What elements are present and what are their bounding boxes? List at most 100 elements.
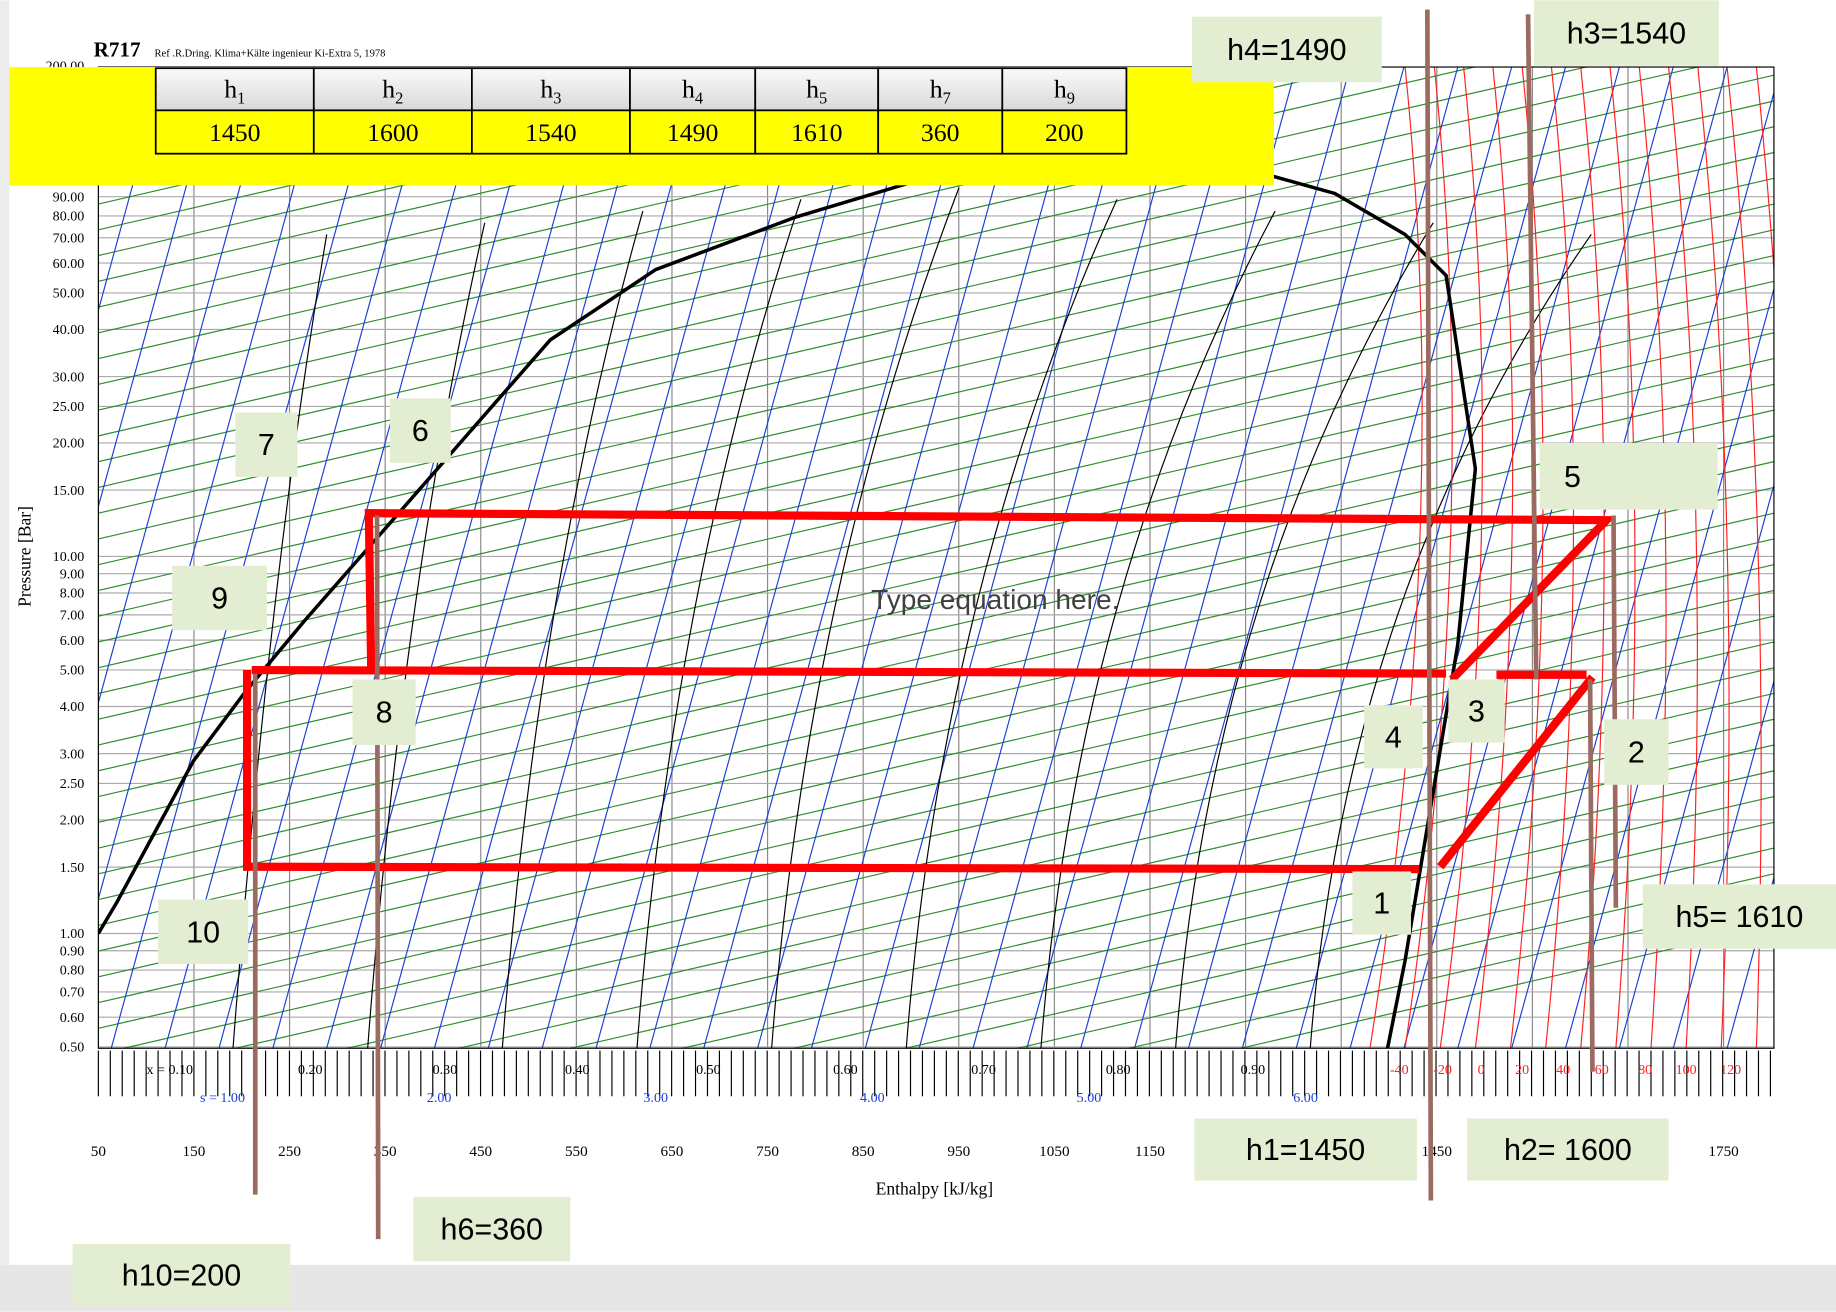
value-cell: [629, 109, 757, 155]
y-tick-label: 50.00: [53, 286, 85, 302]
annotation-text: h3=1540: [1567, 17, 1686, 51]
isotherm-line: [1509, 67, 1544, 1049]
header-symbol: h: [1054, 74, 1067, 103]
temperature-label: 120: [1720, 1062, 1741, 1078]
header-subscript: 3: [553, 88, 561, 107]
temperature-label: -20: [1433, 1062, 1452, 1078]
specific-volume-line: [98, 67, 1477, 385]
y-tick-label: 30.00: [53, 369, 85, 385]
y-tick-label: 0.70: [60, 985, 85, 1001]
header-text: h4: [682, 74, 703, 107]
entropy-line: [272, 67, 543, 1049]
isotherm-line: [1439, 67, 1483, 1049]
annotation-box: [1352, 871, 1411, 935]
specific-volume-line: [98, 67, 919, 257]
quality-line: [636, 199, 802, 1049]
reference: Ref .R.Dring. Klima+Kälte ingenieur Ki-E…: [155, 48, 386, 59]
annotation-text: 4: [1385, 720, 1402, 754]
enthalpy-markers: [252, 9, 1619, 1240]
annotation-text: h4=1490: [1227, 33, 1346, 67]
specific-volume-line: [98, 67, 1701, 437]
annotation-text: h1=1450: [1246, 1133, 1365, 1167]
temperature-label: -40: [1390, 1062, 1409, 1078]
y-tick-label: 5.00: [60, 663, 85, 679]
y-tick-label: 80.00: [53, 209, 85, 225]
y-tick-label: 70.00: [53, 231, 85, 247]
specific-volume-line: [1014, 873, 1774, 1049]
diagram-title: R717: [94, 37, 141, 61]
value-cell: [471, 109, 631, 155]
value-cell: [877, 109, 1004, 155]
y-tick-label: 15.00: [53, 483, 85, 499]
x-tick-label: 1750: [1708, 1143, 1739, 1160]
axes: 5015025035045055065075085095010501150125…: [46, 59, 1775, 1160]
quality-label: 0.50: [696, 1062, 721, 1078]
annotation-box: [1364, 705, 1423, 769]
header-symbol: h: [382, 74, 395, 103]
x-tick-label: 450: [469, 1143, 492, 1160]
value-cell: [1001, 109, 1128, 155]
entropy-line: [757, 67, 1028, 1049]
x-tick-label: 550: [565, 1143, 588, 1160]
header-text: h9: [1054, 74, 1075, 107]
y-tick-label: 0.50: [60, 1040, 85, 1056]
entropy-label: 4.00: [860, 1090, 885, 1106]
annotation-text: 3: [1468, 695, 1485, 729]
entropy-line: [1134, 67, 1405, 1049]
entropy-line: [1080, 67, 1351, 1049]
temperature-label: 20: [1515, 1062, 1529, 1078]
value-text: 200: [1045, 118, 1084, 147]
entropy-line: [98, 67, 166, 313]
annotation-text: 9: [211, 582, 228, 616]
header-cell: [877, 67, 1004, 112]
isotherm-line: [1609, 67, 1636, 1049]
entropy-line: [98, 67, 220, 509]
entropy-line: [1564, 286, 1774, 1049]
x-tick-label: 650: [661, 1143, 684, 1160]
entropy-line: [972, 67, 1243, 1049]
annotation-box: [1642, 884, 1836, 949]
annotation-text: h10=200: [122, 1258, 241, 1292]
header-text: h7: [930, 74, 951, 107]
annotation-box: [1539, 442, 1718, 510]
entropy-line: [595, 67, 866, 1049]
header-symbol: h: [806, 74, 819, 103]
annotation-box: [158, 899, 249, 964]
x-tick-label: 750: [756, 1143, 779, 1160]
quality-label: 0.30: [433, 1062, 458, 1078]
value-text: 1540: [525, 118, 577, 147]
entropy-label: 2.00: [427, 1090, 452, 1106]
entropy-line: [433, 67, 705, 1049]
isotherm-line: [1755, 67, 1774, 278]
isotherm-line: [1545, 67, 1575, 1049]
value-text: 360: [921, 118, 960, 147]
quality-line: [771, 187, 960, 1049]
entropy-label: 5.00: [1077, 1090, 1102, 1106]
quality-line: [501, 210, 644, 1049]
y-tick-label: 90.00: [53, 189, 85, 205]
entropy-line: [810, 67, 1082, 1049]
entropy-line: [98, 67, 328, 902]
entropy-label: 6.00: [1293, 1090, 1318, 1106]
cycle-line: [242, 670, 1420, 874]
y-tick-label: 6.00: [60, 633, 85, 649]
header-text: h5: [806, 74, 827, 107]
header-subscript: 9: [1067, 88, 1075, 107]
quality-line: [905, 199, 1118, 1049]
entropy-line: [110, 67, 382, 1049]
annotation-text: 2: [1628, 736, 1645, 770]
entropy-line: [218, 67, 489, 1049]
annotation-text: 7: [258, 428, 275, 462]
x-tick-label: 1050: [1039, 1143, 1070, 1160]
header-cell: [629, 67, 757, 112]
y-tick-label: 0.80: [60, 963, 85, 979]
annotation-text: h6=360: [441, 1213, 543, 1247]
y-tick-label: 3.00: [60, 746, 85, 762]
x-tick-label: 1150: [1135, 1143, 1165, 1160]
specific-volume-line: [1126, 898, 1774, 1049]
header-subscript: 7: [943, 88, 951, 107]
quality-label: 0.20: [298, 1062, 323, 1078]
annotation-text: h5= 1610: [1675, 900, 1803, 934]
